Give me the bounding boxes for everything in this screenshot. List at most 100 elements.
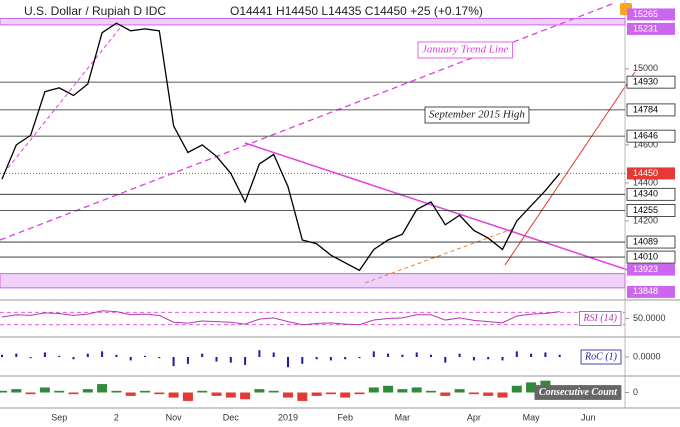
indicator-bar (411, 387, 422, 393)
annotation: September 2015 High (429, 109, 525, 121)
indicator-bar (129, 357, 132, 361)
indicator-bar (225, 392, 236, 398)
indicator-bar (444, 357, 447, 363)
indicator-bar (15, 353, 18, 357)
indicator-bar (58, 355, 61, 357)
indicator-bar (468, 392, 479, 395)
indicator-bar (497, 392, 508, 398)
x-tick-label: May (523, 412, 541, 422)
indicator-bar (68, 392, 79, 395)
indicator-bar (325, 392, 336, 395)
indicator-bar (501, 357, 504, 361)
indicator-bar (144, 355, 146, 357)
zone-band (0, 273, 626, 289)
indicator-bar (358, 357, 361, 359)
zone-label-box (627, 22, 675, 35)
level-label: 14930 (633, 77, 658, 87)
indicator-bar (426, 390, 436, 393)
panel-title: Consecutive Count (539, 387, 618, 398)
level-label: 14010 (633, 251, 658, 261)
indicator-bar (201, 353, 204, 357)
indicator-bar (111, 390, 122, 393)
chart-title: U.S. Dollar / Rupiah D IDC (24, 4, 166, 18)
zone-label: 13848 (633, 286, 658, 296)
zone-band (0, 17, 626, 26)
indicator-bar (125, 392, 136, 396)
indicator-bar (101, 351, 104, 357)
indicator-bar (0, 390, 7, 393)
resistance-trend-line (244, 142, 641, 275)
zone-label-box (627, 263, 675, 276)
indicator-bar (11, 389, 22, 393)
indicator-bar (315, 357, 318, 360)
zone-label: 15265 (633, 9, 658, 19)
x-tick-label: Dec (223, 412, 240, 422)
indicator-bar (401, 354, 404, 357)
y-tick-label: 0.0000 (633, 351, 661, 361)
level-label-box (626, 103, 676, 117)
indicator-line (1, 310, 560, 326)
indicator-bar (140, 390, 150, 393)
indicator-bar (530, 353, 533, 357)
annotation: January Trend Line (422, 44, 508, 56)
indicator-bar (211, 392, 222, 396)
y-tick-label: 50.0000 (633, 313, 666, 323)
indicator-bar (344, 357, 347, 360)
y-tick-label: 15000 (633, 63, 658, 73)
level-label: 14089 (633, 236, 658, 246)
indicator-bar (72, 357, 75, 360)
indicator-bar (254, 389, 265, 393)
level-label: 14646 (633, 131, 658, 141)
indicator-bar (297, 392, 308, 401)
indicator-bar (383, 385, 394, 393)
indicator-bar (29, 357, 32, 359)
level-label: 14340 (633, 189, 658, 199)
zone-label-box (627, 285, 675, 298)
indicator-bar (430, 354, 432, 357)
last-price-label: 14450 (633, 168, 658, 178)
indicator-bar (154, 392, 165, 395)
x-tick-label: Apr (467, 412, 481, 422)
x-tick-label: 2 (114, 412, 119, 422)
x-tick-label: Sep (51, 412, 67, 422)
annotation-box (417, 41, 513, 59)
indicator-bar (483, 392, 494, 396)
indicator-bar (487, 357, 490, 360)
indicator-bar (197, 390, 208, 393)
indicator-bar (526, 382, 537, 393)
indicator-bar (86, 353, 89, 357)
indicator-bar (25, 392, 36, 395)
indicator-bar (1, 354, 3, 357)
indicator-bar (115, 354, 118, 357)
x-tick-label: Jun (581, 412, 596, 422)
indicator-bar (244, 357, 247, 365)
panel-title: RSI (14) (582, 313, 617, 324)
indicator-bar (440, 392, 451, 396)
indicator-bar (544, 352, 547, 357)
x-tick-label: Mar (395, 412, 411, 422)
indicator-bar (39, 387, 50, 393)
indicator-bar (458, 353, 461, 357)
indicator-bar (340, 392, 351, 398)
indicator-bar (387, 353, 390, 357)
indicator-bar (97, 384, 108, 393)
indicator-bar (258, 350, 261, 357)
support-trend-line (7, 27, 121, 169)
price-line (1, 22, 561, 272)
y-tick-label: 14400 (633, 177, 658, 187)
y-tick-label: 0 (633, 387, 638, 397)
indicator-bar (182, 392, 193, 401)
panel-title-box (534, 385, 622, 400)
indicator-bar (158, 357, 161, 359)
indicator-bar (354, 392, 365, 395)
indicator-bar (82, 389, 93, 393)
indicator-bar (283, 392, 293, 398)
level-label: 14784 (633, 104, 658, 114)
zone-label-box (627, 8, 675, 21)
indicator-bar (287, 357, 289, 368)
x-tick-label: Feb (337, 412, 353, 422)
indicator-bar (301, 357, 304, 364)
x-tick-label: Nov (166, 412, 183, 422)
